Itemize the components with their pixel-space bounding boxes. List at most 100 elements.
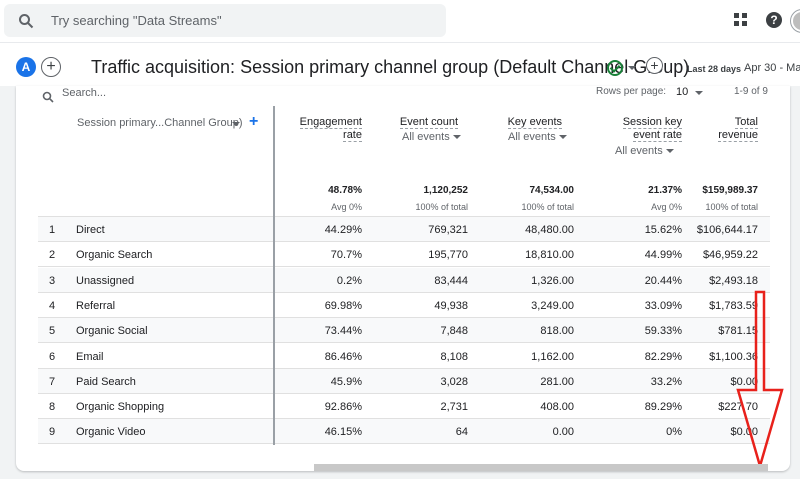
channel-name: Organic Social: [76, 325, 148, 338]
channel-name: Direct: [76, 224, 105, 236]
row-index: 6: [49, 350, 56, 363]
metric-cell: 7,848: [440, 325, 468, 338]
column-header-session-key-event-rate[interactable]: Session key event rate: [622, 116, 682, 142]
channel-name: Paid Search: [76, 375, 136, 388]
search-placeholder: Try searching "Data Streams": [51, 13, 222, 28]
rows-per-page-label: Rows per page:: [596, 86, 667, 97]
dimension-column-header[interactable]: Session primary...Channel Group): [77, 117, 243, 129]
column-divider: [273, 106, 275, 445]
metric-cell: $106,644.17: [696, 224, 758, 236]
total-value: $159,989.37: [702, 185, 758, 196]
total-subtext: 100% of total: [415, 202, 468, 212]
chevron-down-icon[interactable]: [695, 91, 703, 95]
date-range-label: Last 28 days: [687, 64, 742, 74]
help-icon[interactable]: ?: [766, 12, 782, 28]
add-dimension-button[interactable]: +: [249, 113, 259, 130]
column-header-key-events[interactable]: Key events: [507, 116, 562, 129]
metric-cell: 44.29%: [324, 224, 362, 236]
table-row[interactable]: 1 Direct 44.29% 769,321 48,480.00 15.62% $106,…: [38, 217, 770, 242]
metric-cell: 0.00: [552, 426, 574, 439]
total-value: 48.78%: [328, 185, 362, 196]
channel-name: Email: [76, 350, 104, 363]
channel-name: Organic Video: [76, 426, 146, 439]
metric-cell: $2,493.18: [709, 274, 758, 287]
chevron-down-icon[interactable]: [232, 122, 240, 126]
red-arrow-annotation: [736, 290, 784, 471]
metric-cell: 46.15%: [324, 426, 362, 439]
avatar[interactable]: [791, 10, 800, 32]
horizontal-scrollbar[interactable]: [314, 464, 768, 471]
metric-cell: 70.7%: [330, 249, 362, 262]
table-row[interactable]: 9 Organic Video 46.15% 64 0.00 0% $0.00: [38, 419, 770, 445]
add-comparison-button[interactable]: +: [41, 57, 61, 77]
total-subtext: 100% of total: [521, 202, 574, 212]
metric-cell: 8,108: [440, 350, 468, 363]
metric-cell: 1,162.00: [531, 350, 574, 363]
date-range-picker[interactable]: Apr 30 - May: [744, 62, 800, 74]
search-icon: [42, 91, 54, 103]
table-row[interactable]: 6 Email 86.46% 8,108 1,162.00 82.29% $1,100.36: [38, 344, 770, 369]
total-value: 74,534.00: [529, 185, 575, 196]
metric-cell: 33.09%: [644, 299, 682, 312]
page-title: Traffic acquisition: Session primary cha…: [91, 57, 690, 77]
total-subtext: Avg 0%: [331, 202, 362, 212]
divider: [38, 216, 770, 217]
table-row[interactable]: 8 Organic Shopping 92.86% 2,731 408.00 89.29%…: [38, 394, 770, 420]
channel-name: Organic Shopping: [76, 401, 165, 414]
metric-cell: 92.86%: [324, 401, 362, 414]
metric-cell: $1,100.36: [709, 350, 758, 363]
global-search-input[interactable]: Try searching "Data Streams": [4, 4, 446, 37]
rows-per-page-select[interactable]: 10: [676, 86, 689, 98]
row-index: 5: [49, 325, 56, 338]
row-index: 7: [49, 375, 56, 388]
metric-cell: 195,770: [428, 249, 468, 262]
metric-cell: 408.00: [540, 401, 574, 414]
metric-cell: $1,783.59: [709, 299, 758, 312]
table-search-input[interactable]: Search...: [62, 87, 107, 99]
total-value: 1,120,252: [423, 185, 469, 196]
pagination-range: 1-9 of 9: [734, 86, 768, 97]
chevron-down-icon[interactable]: [666, 149, 674, 153]
chevron-down-icon[interactable]: [559, 135, 567, 139]
add-button[interactable]: +: [646, 57, 663, 74]
metric-cell: 83,444: [434, 274, 468, 287]
metric-cell: 33.2%: [650, 375, 682, 388]
metric-cell: 73.44%: [324, 325, 362, 338]
metric-cell: 3,249.00: [531, 299, 574, 312]
metric-cell: 15.62%: [644, 224, 682, 236]
row-index: 8: [49, 401, 56, 414]
metric-cell: 64: [455, 426, 468, 439]
apps-grid-icon[interactable]: [734, 13, 747, 26]
event-filter-select[interactable]: All events: [508, 131, 556, 143]
column-header-event-count[interactable]: Event count: [399, 116, 458, 129]
table-row[interactable]: 4 Referral 69.98% 49,938 3,249.00 33.09% $1,78…: [38, 293, 770, 318]
metric-cell: 82.29%: [644, 350, 682, 363]
metric-cell: 44.99%: [644, 249, 682, 262]
metric-cell: 69.98%: [324, 299, 362, 312]
chevron-down-icon[interactable]: [628, 66, 636, 70]
metric-cell: 48,480.00: [525, 224, 574, 236]
table-row[interactable]: 2 Organic Search 70.7% 195,770 18,810.00 44.9…: [38, 242, 770, 268]
column-header-engagement-rate[interactable]: Engagement rate: [299, 116, 362, 142]
top-bar: Try searching "Data Streams" ?: [0, 0, 800, 42]
row-index: 3: [49, 274, 56, 287]
chevron-down-icon[interactable]: [453, 135, 461, 139]
event-filter-select[interactable]: All events: [615, 145, 663, 157]
total-value: 21.37%: [648, 185, 682, 196]
metric-cell: 3,028: [440, 375, 468, 388]
metric-cell: 281.00: [540, 375, 574, 388]
metric-cell: 818.00: [540, 325, 574, 338]
table-row[interactable]: 3 Unassigned 0.2% 83,444 1,326.00 20.44% $2,49…: [38, 267, 770, 293]
account-badge[interactable]: A: [16, 57, 36, 77]
metric-cell: 2,731: [440, 401, 468, 414]
table-row[interactable]: 7 Paid Search 45.9% 3,028 281.00 33.2% $0.00: [38, 368, 770, 394]
table-row[interactable]: 5 Organic Social 73.44% 7,848 818.00 59.33% $7…: [38, 318, 770, 344]
search-icon: [19, 14, 34, 29]
column-header-total-revenue[interactable]: Total revenue: [718, 116, 758, 142]
metric-cell: 59.33%: [644, 325, 682, 338]
channel-name: Organic Search: [76, 249, 153, 262]
metric-cell: 0%: [666, 426, 682, 439]
metric-cell: 769,321: [428, 224, 468, 236]
metric-cell: $0.00: [730, 375, 758, 388]
event-filter-select[interactable]: All events: [402, 131, 450, 143]
